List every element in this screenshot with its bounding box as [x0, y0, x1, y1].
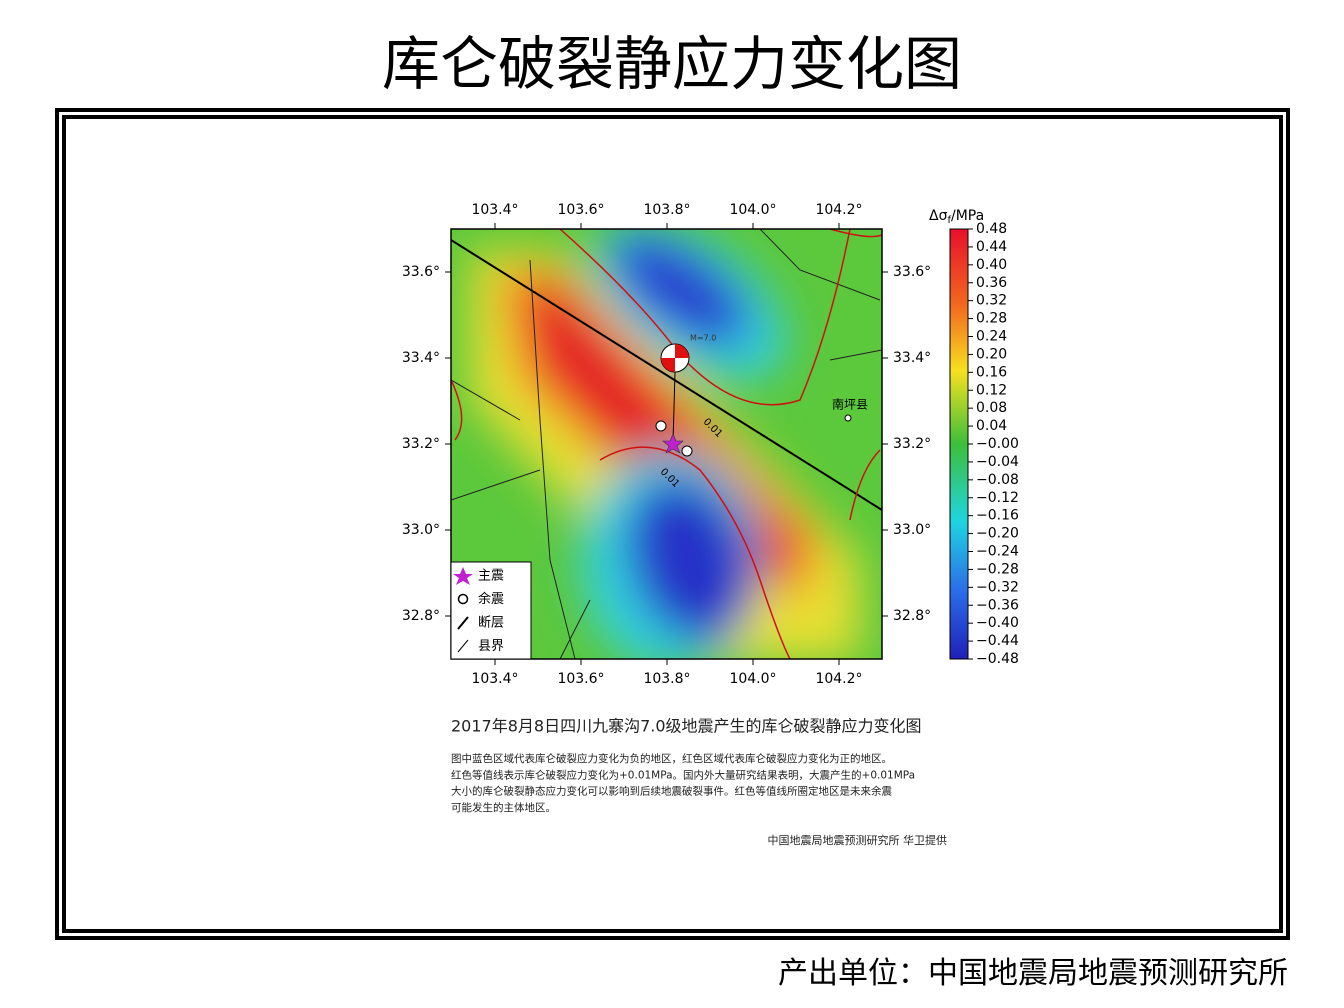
colorbar-tick-label: −0.20 — [976, 526, 1019, 542]
colorbar-tick-label: −0.36 — [976, 597, 1019, 613]
event-label: M=7.0 — [690, 334, 716, 343]
lon-tick-label: 104.0° — [729, 202, 776, 218]
colorbar-tick-label: −0.04 — [976, 454, 1019, 470]
lon-tick-label: 104.2° — [815, 671, 862, 687]
colorbar-tick-label: −0.24 — [976, 544, 1019, 560]
lat-tick-label: 33.6° — [893, 264, 931, 280]
footer-text: 产出单位：中国地震局地震预测研究所 — [778, 956, 1288, 991]
lat-tick-label: 33.4° — [402, 350, 440, 366]
colorbar — [949, 228, 969, 660]
legend-label: 余震 — [478, 591, 504, 607]
colorbar-tick-label: 0.40 — [976, 257, 1007, 273]
colorbar-tick-label: 0.16 — [976, 364, 1007, 380]
colorbar-tick-label: 0.44 — [976, 239, 1007, 255]
colorbar-tick-label: 0.36 — [976, 275, 1007, 291]
lat-tick-label: 33.4° — [893, 350, 931, 366]
colorbar-tick-label: 0.12 — [976, 382, 1007, 398]
page-title: 库仑破裂静应力变化图 — [382, 30, 962, 98]
colorbar-tick-label: −0.08 — [976, 472, 1019, 488]
colorbar-tick-label: 0.24 — [976, 329, 1007, 345]
outer-frame — [55, 108, 1290, 940]
legend-label: 主震 — [478, 569, 504, 584]
colorbar-tick-label: −0.00 — [976, 436, 1019, 452]
colorbar-tick-label: 0.28 — [976, 311, 1007, 327]
caption-line: 图中蓝色区域代表库仑破裂应力变化为负的地区，红色区域代表库仑破裂应力变化为正的地… — [451, 752, 892, 765]
colorbar-tick-label: 0.20 — [976, 346, 1007, 362]
lat-tick-label: 32.8° — [402, 608, 440, 624]
colorbar-tick-label: −0.16 — [976, 508, 1019, 524]
lat-tick-label: 33.2° — [893, 436, 931, 452]
colorbar-tick-label: 0.04 — [976, 418, 1007, 434]
colorbar-title: Δσf/MPa — [929, 208, 984, 226]
lon-tick-label: 104.2° — [815, 202, 862, 218]
caption-line: 红色等值线表示库仑破裂应力变化为+0.01MPa。国内外大量研究结果表明，大震产… — [451, 768, 915, 781]
lon-tick-label: 103.6° — [557, 671, 604, 687]
inner-frame — [62, 115, 1283, 933]
legend-label: 县界 — [478, 639, 504, 654]
lon-tick-label: 103.8° — [643, 671, 690, 687]
legend-label: 断层 — [478, 616, 504, 631]
county-label: 南坪县 — [832, 397, 868, 412]
colorbar-tick-label: −0.32 — [976, 579, 1019, 595]
lat-tick-label: 33.6° — [402, 264, 440, 280]
colorbar-tick-label: −0.28 — [976, 561, 1019, 577]
stress-map: 南坪县 0.01 0.01 M=7.0 — [451, 229, 882, 659]
lon-tick-label: 103.4° — [471, 202, 518, 218]
caption-line: 可能发生的主体地区。 — [451, 801, 556, 814]
lat-tick-label: 33.0° — [893, 522, 931, 538]
colorbar-tick-label: 0.32 — [976, 293, 1007, 309]
lon-tick-label: 103.4° — [471, 671, 518, 687]
colorbar-tick-label: 0.48 — [976, 221, 1007, 237]
caption-line: 大小的库仑破裂静态应力变化可以影响到后续地震破裂事件。红色等值线所圈定地区是未来… — [451, 785, 892, 798]
caption-title: 2017年8月8日四川九寨沟7.0级地震产生的库仑破裂静应力变化图 — [451, 717, 922, 736]
colorbar-tick-label: 0.08 — [976, 400, 1007, 416]
colorbar-tick-label: −0.44 — [976, 633, 1019, 649]
lat-tick-label: 32.8° — [893, 608, 931, 624]
colorbar-tick-label: −0.48 — [976, 651, 1019, 667]
legend — [450, 561, 532, 660]
colorbar-tick-label: −0.40 — [976, 615, 1019, 631]
colorbar-tick-label: −0.12 — [976, 490, 1019, 506]
lon-tick-label: 103.8° — [643, 202, 690, 218]
caption-credit: 中国地震局地震预测研究所 华卫提供 — [768, 833, 948, 847]
lat-tick-label: 33.0° — [402, 522, 440, 538]
lon-tick-label: 104.0° — [729, 671, 776, 687]
lon-tick-label: 103.6° — [557, 202, 604, 218]
lat-tick-label: 33.2° — [402, 436, 440, 452]
